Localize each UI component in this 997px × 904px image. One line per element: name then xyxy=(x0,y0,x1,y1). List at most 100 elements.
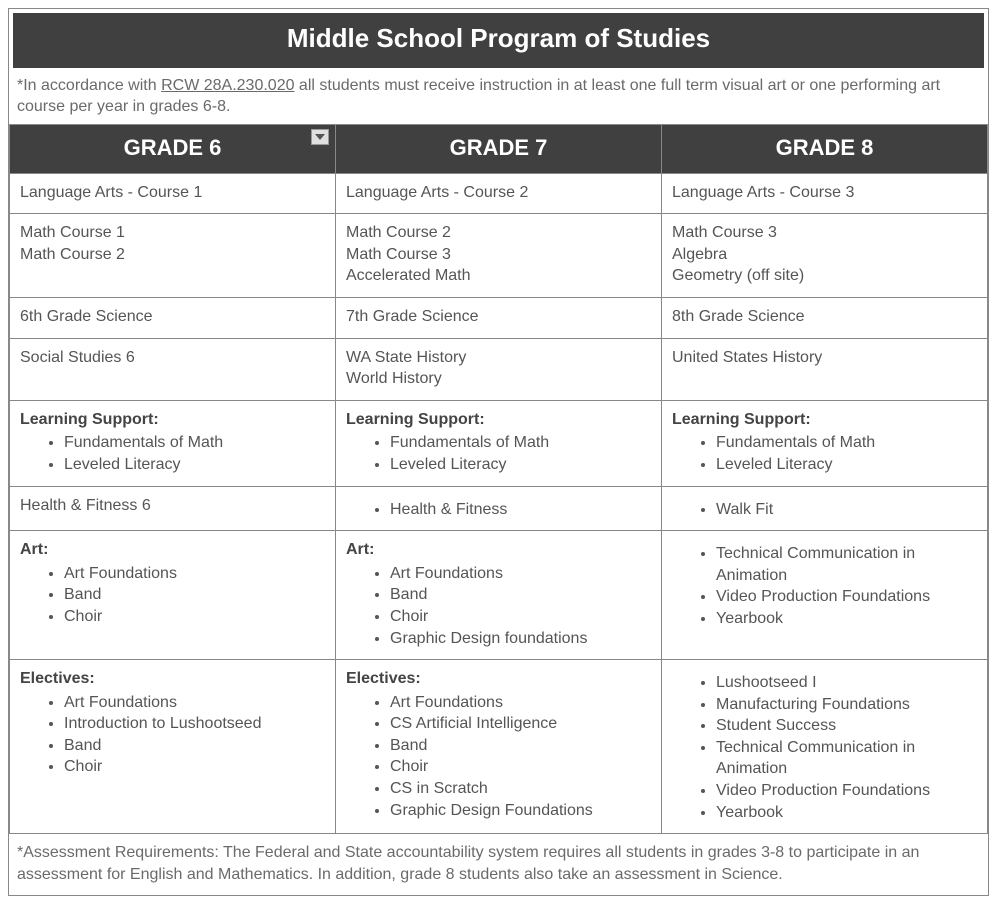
row-science: 6th Grade Science 7th Grade Science 8th … xyxy=(10,297,988,338)
list-item: Fundamentals of Math xyxy=(390,432,651,454)
list-item: Technical Communication in Animation xyxy=(716,543,977,586)
program-table: GRADE 6 GRADE 7 GRADE 8 Language Arts - … xyxy=(9,124,988,835)
list-item: Choir xyxy=(390,606,651,628)
text-line: Algebra xyxy=(672,244,977,266)
cell-ls-g6: Learning Support: Fundamentals of MathLe… xyxy=(10,400,336,486)
elec-g7-list: Art FoundationsCS Artificial Intelligenc… xyxy=(346,692,651,822)
text-line: Social Studies 6 xyxy=(20,347,325,369)
list-item: Fundamentals of Math xyxy=(64,432,325,454)
footnote: *Assessment Requirements: The Federal an… xyxy=(9,834,988,895)
art-heading: Art: xyxy=(20,539,325,561)
cell-health-g7: Health & Fitness xyxy=(336,486,662,531)
row-learning-support: Learning Support: Fundamentals of MathLe… xyxy=(10,400,988,486)
electives-heading: Electives: xyxy=(20,668,325,690)
elec-g8-list: Lushootseed IManufacturing FoundationsSt… xyxy=(672,672,977,823)
list-item: Yearbook xyxy=(716,608,977,630)
list-item: Art Foundations xyxy=(64,692,325,714)
list-item: Walk Fit xyxy=(716,499,977,521)
cell-math-g6: Math Course 1Math Course 2 xyxy=(10,214,336,298)
col-header-grade6-label: GRADE 6 xyxy=(124,135,222,160)
list-item: Choir xyxy=(64,606,325,628)
art-g7-list: Art FoundationsBandChoirGraphic Design f… xyxy=(346,563,651,649)
text-line: Math Course 3 xyxy=(672,222,977,244)
health-g7-list: Health & Fitness xyxy=(346,499,651,521)
list-item: Art Foundations xyxy=(390,563,651,585)
text-line: Language Arts - Course 2 xyxy=(346,182,651,204)
list-item: Introduction to Lushootseed xyxy=(64,713,325,735)
cell-ls-g8: Learning Support: Fundamentals of MathLe… xyxy=(662,400,988,486)
list-item: Health & Fitness xyxy=(390,499,651,521)
text-line: 8th Grade Science xyxy=(672,306,977,328)
electives-heading: Electives: xyxy=(346,668,651,690)
ls-g6-list: Fundamentals of MathLeveled Literacy xyxy=(20,432,325,475)
ls-g8-list: Fundamentals of MathLeveled Literacy xyxy=(672,432,977,475)
page-title: Middle School Program of Studies xyxy=(13,13,984,68)
list-item: Band xyxy=(390,584,651,606)
cell-sci-g6: 6th Grade Science xyxy=(10,297,336,338)
cell-elec-g7: Electives: Art FoundationsCS Artificial … xyxy=(336,660,662,834)
elec-g6-list: Art FoundationsIntroduction to Lushootse… xyxy=(20,692,325,778)
program-frame: Middle School Program of Studies *In acc… xyxy=(8,8,989,896)
list-item: Leveled Literacy xyxy=(390,454,651,476)
top-note-prefix: *In accordance with xyxy=(17,77,161,94)
list-item: CS in Scratch xyxy=(390,778,651,800)
text-line: Math Course 3 xyxy=(346,244,651,266)
list-item: Leveled Literacy xyxy=(716,454,977,476)
top-note: *In accordance with RCW 28A.230.020 all … xyxy=(9,72,988,124)
cell-sci-g8: 8th Grade Science xyxy=(662,297,988,338)
row-language-arts: Language Arts - Course 1 Language Arts -… xyxy=(10,173,988,214)
table-header-row: GRADE 6 GRADE 7 GRADE 8 xyxy=(10,124,988,173)
text-line: Math Course 2 xyxy=(20,244,325,266)
cell-ls-g7: Learning Support: Fundamentals of MathLe… xyxy=(336,400,662,486)
row-art: Art: Art FoundationsBandChoir Art: Art F… xyxy=(10,531,988,660)
row-electives: Electives: Art FoundationsIntroduction t… xyxy=(10,660,988,834)
text-line: 6th Grade Science xyxy=(20,306,325,328)
list-item: Yearbook xyxy=(716,802,977,824)
text-line: Language Arts - Course 1 xyxy=(20,182,325,204)
cell-ss-g8: United States History xyxy=(662,338,988,400)
list-item: Graphic Design foundations xyxy=(390,628,651,650)
list-item: Lushootseed I xyxy=(716,672,977,694)
list-item: Band xyxy=(64,584,325,606)
row-health: Health & Fitness 6 Health & Fitness Walk… xyxy=(10,486,988,531)
text-line: World History xyxy=(346,368,651,390)
cell-math-g7: Math Course 2Math Course 3Accelerated Ma… xyxy=(336,214,662,298)
cell-art-g6: Art: Art FoundationsBandChoir xyxy=(10,531,336,660)
cell-elec-g6: Electives: Art FoundationsIntroduction t… xyxy=(10,660,336,834)
text-line: Math Course 1 xyxy=(20,222,325,244)
text-line: Accelerated Math xyxy=(346,265,651,287)
cell-art-g7: Art: Art FoundationsBandChoirGraphic Des… xyxy=(336,531,662,660)
text-line: Geometry (off site) xyxy=(672,265,977,287)
list-item: Choir xyxy=(390,756,651,778)
cell-elec-g8: Lushootseed IManufacturing FoundationsSt… xyxy=(662,660,988,834)
law-citation-link[interactable]: RCW 28A.230.020 xyxy=(161,77,294,94)
list-item: Band xyxy=(64,735,325,757)
cell-sci-g7: 7th Grade Science xyxy=(336,297,662,338)
row-social-studies: Social Studies 6 WA State HistoryWorld H… xyxy=(10,338,988,400)
ls-g7-list: Fundamentals of MathLeveled Literacy xyxy=(346,432,651,475)
col-header-grade6: GRADE 6 xyxy=(10,124,336,173)
text-line: WA State History xyxy=(346,347,651,369)
cell-health-g6: Health & Fitness 6 xyxy=(10,486,336,531)
list-item: Art Foundations xyxy=(390,692,651,714)
health-g8-list: Walk Fit xyxy=(672,499,977,521)
art-heading: Art: xyxy=(346,539,651,561)
list-item: Video Production Foundations xyxy=(716,780,977,802)
list-item: Leveled Literacy xyxy=(64,454,325,476)
cell-la-g7: Language Arts - Course 2 xyxy=(336,173,662,214)
list-item: Choir xyxy=(64,756,325,778)
cell-health-g8: Walk Fit xyxy=(662,486,988,531)
list-item: Student Success xyxy=(716,715,977,737)
text-line: United States History xyxy=(672,347,977,369)
health-g6-text: Health & Fitness 6 xyxy=(20,497,151,514)
list-item: Manufacturing Foundations xyxy=(716,694,977,716)
cell-ss-g6: Social Studies 6 xyxy=(10,338,336,400)
cell-la-g8: Language Arts - Course 3 xyxy=(662,173,988,214)
col-header-grade7: GRADE 7 xyxy=(336,124,662,173)
cell-ss-g7: WA State HistoryWorld History xyxy=(336,338,662,400)
text-line: 7th Grade Science xyxy=(346,306,651,328)
ls-heading: Learning Support: xyxy=(346,409,651,431)
list-item: Video Production Foundations xyxy=(716,586,977,608)
row-math: Math Course 1Math Course 2 Math Course 2… xyxy=(10,214,988,298)
grade6-dropdown-icon[interactable] xyxy=(311,129,329,145)
